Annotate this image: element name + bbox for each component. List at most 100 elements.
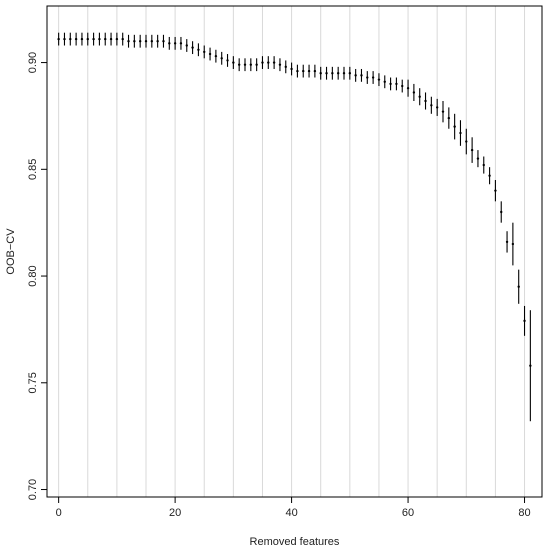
point-marker	[418, 95, 421, 98]
data-point	[453, 113, 456, 140]
point-marker	[127, 40, 130, 43]
y-tick-label: 0.80	[27, 265, 39, 286]
data-point	[401, 79, 404, 93]
point-marker	[435, 106, 439, 109]
point-marker	[57, 37, 60, 41]
data-point	[69, 32, 72, 46]
data-point	[348, 66, 352, 80]
point-marker	[80, 37, 84, 41]
point-marker	[500, 210, 503, 214]
data-point	[482, 156, 485, 174]
data-point	[284, 60, 287, 74]
point-marker	[203, 50, 206, 54]
data-point	[156, 34, 159, 48]
data-point	[243, 58, 247, 72]
point-marker	[482, 163, 485, 167]
point-marker	[412, 91, 416, 94]
point-marker	[237, 63, 241, 66]
data-point	[354, 68, 357, 82]
point-marker	[133, 40, 136, 43]
data-point	[494, 179, 497, 202]
data-point	[278, 58, 282, 72]
x-tick-label: 60	[402, 507, 414, 519]
data-point	[517, 269, 520, 304]
data-point	[63, 32, 66, 46]
x-axis: 0 20 40 60 80	[56, 497, 531, 519]
point-marker	[173, 42, 177, 45]
point-marker	[261, 61, 264, 64]
data-point	[470, 137, 474, 163]
point-marker	[377, 78, 381, 81]
data-point	[232, 56, 235, 69]
data-point	[144, 34, 148, 48]
point-marker	[232, 61, 235, 64]
point-marker	[319, 72, 322, 75]
data-point	[412, 83, 416, 101]
point-marker	[290, 67, 293, 71]
data-point	[162, 34, 165, 48]
point-marker	[156, 40, 159, 43]
point-marker	[284, 65, 287, 69]
data-point	[220, 51, 223, 65]
data-point	[98, 32, 101, 46]
point-marker	[302, 69, 305, 73]
point-marker	[476, 157, 480, 160]
point-marker	[191, 46, 194, 49]
data-point	[226, 54, 229, 67]
data-points	[57, 32, 532, 422]
point-marker	[296, 69, 299, 73]
data-point	[529, 310, 532, 422]
data-point	[360, 68, 363, 82]
y-axis-label: OOB−CV	[5, 228, 17, 275]
data-point	[208, 47, 212, 61]
point-marker	[138, 40, 142, 43]
point-marker	[505, 240, 509, 244]
data-point	[80, 32, 84, 46]
data-point	[418, 88, 421, 106]
point-marker	[517, 285, 520, 288]
data-point	[406, 79, 410, 97]
data-point	[377, 73, 381, 87]
point-marker	[313, 69, 317, 73]
point-marker	[249, 63, 253, 66]
data-point	[203, 45, 206, 59]
data-point	[74, 32, 78, 46]
data-point	[197, 43, 200, 57]
x-tick-label: 20	[169, 507, 181, 519]
data-point	[290, 62, 293, 76]
x-tick-label: 40	[285, 507, 297, 519]
data-point	[92, 32, 95, 46]
data-point	[133, 34, 136, 48]
data-point	[191, 41, 194, 55]
y-tick-label: 0.75	[27, 372, 39, 393]
point-marker	[401, 84, 404, 88]
data-point	[366, 71, 369, 84]
data-point	[383, 75, 386, 89]
point-marker	[109, 37, 113, 41]
point-marker	[424, 99, 427, 103]
data-point	[272, 56, 276, 69]
point-marker	[74, 37, 78, 41]
point-marker	[168, 42, 171, 45]
point-marker	[529, 364, 532, 367]
point-marker	[86, 37, 89, 41]
point-marker	[360, 74, 363, 77]
point-marker	[267, 61, 270, 64]
data-point	[104, 32, 107, 46]
point-marker	[406, 86, 410, 90]
point-marker	[197, 48, 200, 51]
data-point	[127, 34, 130, 48]
point-marker	[307, 69, 311, 73]
data-point	[138, 34, 142, 48]
data-point	[447, 107, 451, 129]
point-marker	[465, 140, 468, 143]
point-marker	[255, 63, 258, 66]
data-point	[476, 150, 480, 168]
data-point	[459, 120, 462, 146]
grid	[58, 6, 526, 497]
point-marker	[179, 42, 183, 45]
point-marker	[272, 61, 276, 64]
point-marker	[523, 319, 526, 323]
